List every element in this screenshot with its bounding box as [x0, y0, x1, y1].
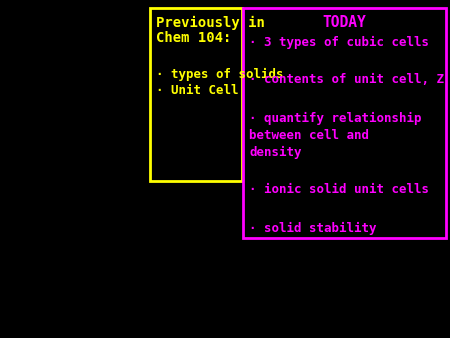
Text: TODAY: TODAY [322, 16, 366, 30]
Text: · 3 types of cubic cells: · 3 types of cubic cells [249, 35, 429, 49]
Text: · ionic solid unit cells: · ionic solid unit cells [249, 184, 429, 196]
Bar [243, 8, 446, 238]
Bar [150, 8, 242, 181]
Text: Previously in: Previously in [156, 16, 265, 30]
Text: · contents of unit cell, Z: · contents of unit cell, Z [249, 73, 444, 87]
Text: · types of solids: · types of solids [156, 68, 284, 80]
Text: · solid stability: · solid stability [249, 221, 377, 235]
Text: · quantify relationship
between cell and
density: · quantify relationship between cell and… [249, 112, 422, 159]
Text: · Unit Cell: · Unit Cell [156, 84, 238, 97]
Text: Chem 104:: Chem 104: [156, 31, 231, 45]
